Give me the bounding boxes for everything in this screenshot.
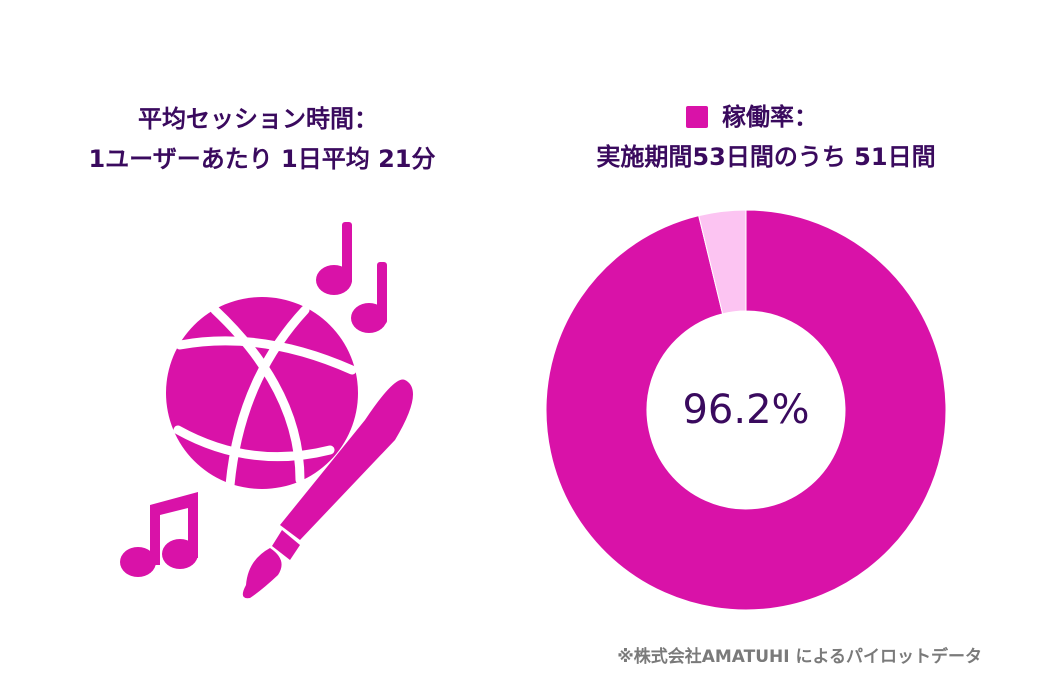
center-label: 96.2%: [682, 387, 809, 433]
donut-slice: [545, 209, 947, 611]
legend-label: 稼働率：: [722, 103, 818, 131]
left-title-line: 平均セッション時間：: [138, 105, 378, 133]
donut-slice: [698, 209, 747, 315]
footnote: ※株式会社AMATUHI によるパイロットデータ: [617, 646, 982, 667]
left-title-line: 1ユーザーあたり 1日平均 21分: [88, 145, 435, 173]
activity-icon: [120, 222, 413, 599]
legend-swatch: [686, 106, 708, 128]
donut: [545, 209, 947, 611]
chart-subtitle: 実施期間53日間のうち 51日間: [596, 143, 935, 171]
